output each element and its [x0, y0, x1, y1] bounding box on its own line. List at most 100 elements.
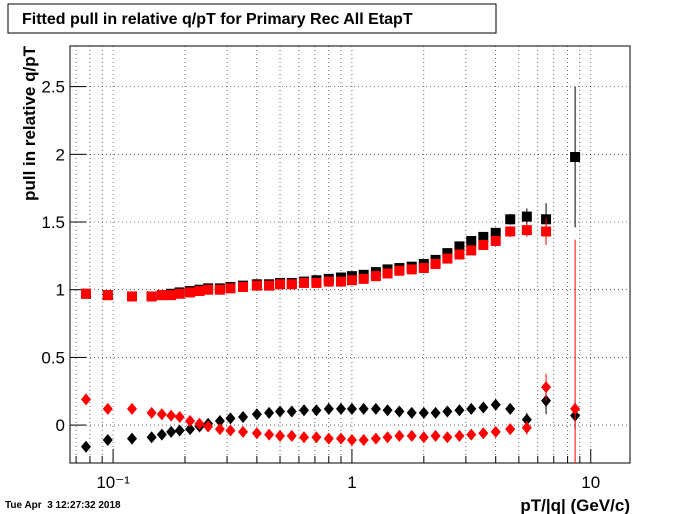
square-marker: [102, 290, 113, 301]
diamond-marker: [238, 410, 249, 423]
diamond-marker: [418, 406, 429, 419]
square-marker: [570, 152, 581, 163]
square-marker: [286, 279, 297, 290]
diamond-marker: [394, 429, 405, 442]
square-marker: [454, 241, 465, 252]
square-marker: [442, 253, 453, 264]
diamond-marker: [311, 431, 322, 444]
square-marker: [358, 273, 369, 284]
square-marker: [174, 288, 185, 299]
diamond-marker: [275, 405, 286, 418]
diamond-marker: [541, 381, 552, 394]
x-axis-title: pT/|q| (GeV/c): [520, 496, 630, 514]
diamond-marker: [490, 398, 501, 411]
x-tick-label: 1: [347, 473, 356, 492]
square-marker: [346, 275, 357, 286]
diamond-marker: [430, 406, 441, 419]
square-marker: [225, 283, 236, 294]
diamond-marker: [358, 433, 369, 446]
square-marker: [478, 240, 489, 251]
y-tick-label: 1: [56, 281, 65, 300]
diamond-marker: [127, 402, 138, 415]
diamond-marker: [335, 432, 346, 445]
square-marker: [521, 225, 532, 236]
diamond-marker: [370, 432, 381, 445]
title-box: [7, 3, 497, 34]
square-marker: [466, 245, 477, 256]
diamond-marker: [185, 415, 196, 428]
diamond-marker: [286, 405, 297, 418]
diamond-marker: [286, 429, 297, 442]
y-axis-title: pull in relative q/pT: [20, 45, 39, 201]
diamond-marker: [251, 427, 262, 440]
diamond-marker: [478, 401, 489, 414]
diamond-marker: [80, 393, 91, 406]
diamond-marker: [454, 404, 465, 417]
diamond-marker: [225, 424, 236, 437]
diamond-marker: [194, 417, 205, 430]
y-tick-label: 1.5: [41, 213, 65, 232]
diamond-marker: [203, 420, 214, 433]
square-marker: [490, 227, 501, 238]
diamond-marker: [238, 425, 249, 438]
square-marker: [311, 277, 322, 288]
square-marker: [203, 284, 214, 295]
diamond-marker: [454, 429, 465, 442]
diamond-marker: [442, 405, 453, 418]
diamond-marker: [382, 431, 393, 444]
diamond-marker: [442, 431, 453, 444]
square-marker: [238, 281, 249, 292]
square-marker: [394, 265, 405, 276]
diamond-marker: [102, 402, 113, 415]
diamond-marker: [382, 404, 393, 417]
diamond-marker: [430, 429, 441, 442]
square-marker: [299, 277, 310, 288]
diamond-marker: [127, 432, 138, 445]
square-marker: [146, 291, 157, 302]
square-marker: [323, 276, 334, 287]
square-marker: [454, 249, 465, 260]
square-marker: [80, 288, 91, 299]
diamond-marker: [490, 425, 501, 438]
diamond-marker: [418, 431, 429, 444]
diamond-marker: [466, 428, 477, 441]
diamond-marker: [146, 406, 157, 419]
y-tick-label: 0: [56, 416, 65, 435]
diamond-marker: [299, 404, 310, 417]
diamond-marker: [156, 428, 167, 441]
diamond-marker: [225, 412, 236, 425]
diamond-marker: [174, 410, 185, 423]
square-marker: [382, 268, 393, 279]
square-marker: [370, 271, 381, 282]
square-marker: [275, 279, 286, 290]
square-marker: [185, 287, 196, 298]
diamond-marker: [299, 431, 310, 444]
diamond-marker: [323, 432, 334, 445]
diamond-marker: [358, 402, 369, 415]
diamond-marker: [311, 404, 322, 417]
square-marker: [478, 231, 489, 242]
diamond-marker: [214, 423, 225, 436]
diamond-marker: [166, 409, 177, 422]
square-marker: [505, 214, 516, 225]
diamond-marker: [251, 408, 262, 421]
square-marker: [442, 248, 453, 259]
diamond-marker: [146, 431, 157, 444]
diamond-marker: [370, 402, 381, 415]
square-marker: [251, 280, 262, 291]
diamond-marker: [570, 402, 581, 415]
square-marker: [156, 290, 167, 301]
square-marker: [521, 211, 532, 222]
square-marker: [541, 226, 552, 237]
square-marker: [418, 263, 429, 274]
diamond-marker: [521, 421, 532, 434]
square-marker: [194, 286, 205, 297]
square-marker: [430, 258, 441, 269]
diamond-marker: [335, 402, 346, 415]
diamond-marker: [264, 406, 275, 419]
square-marker: [127, 291, 138, 302]
chart-title: Fitted pull in relative q/pT for Primary…: [22, 11, 413, 28]
square-marker: [466, 235, 477, 246]
square-marker: [335, 276, 346, 287]
